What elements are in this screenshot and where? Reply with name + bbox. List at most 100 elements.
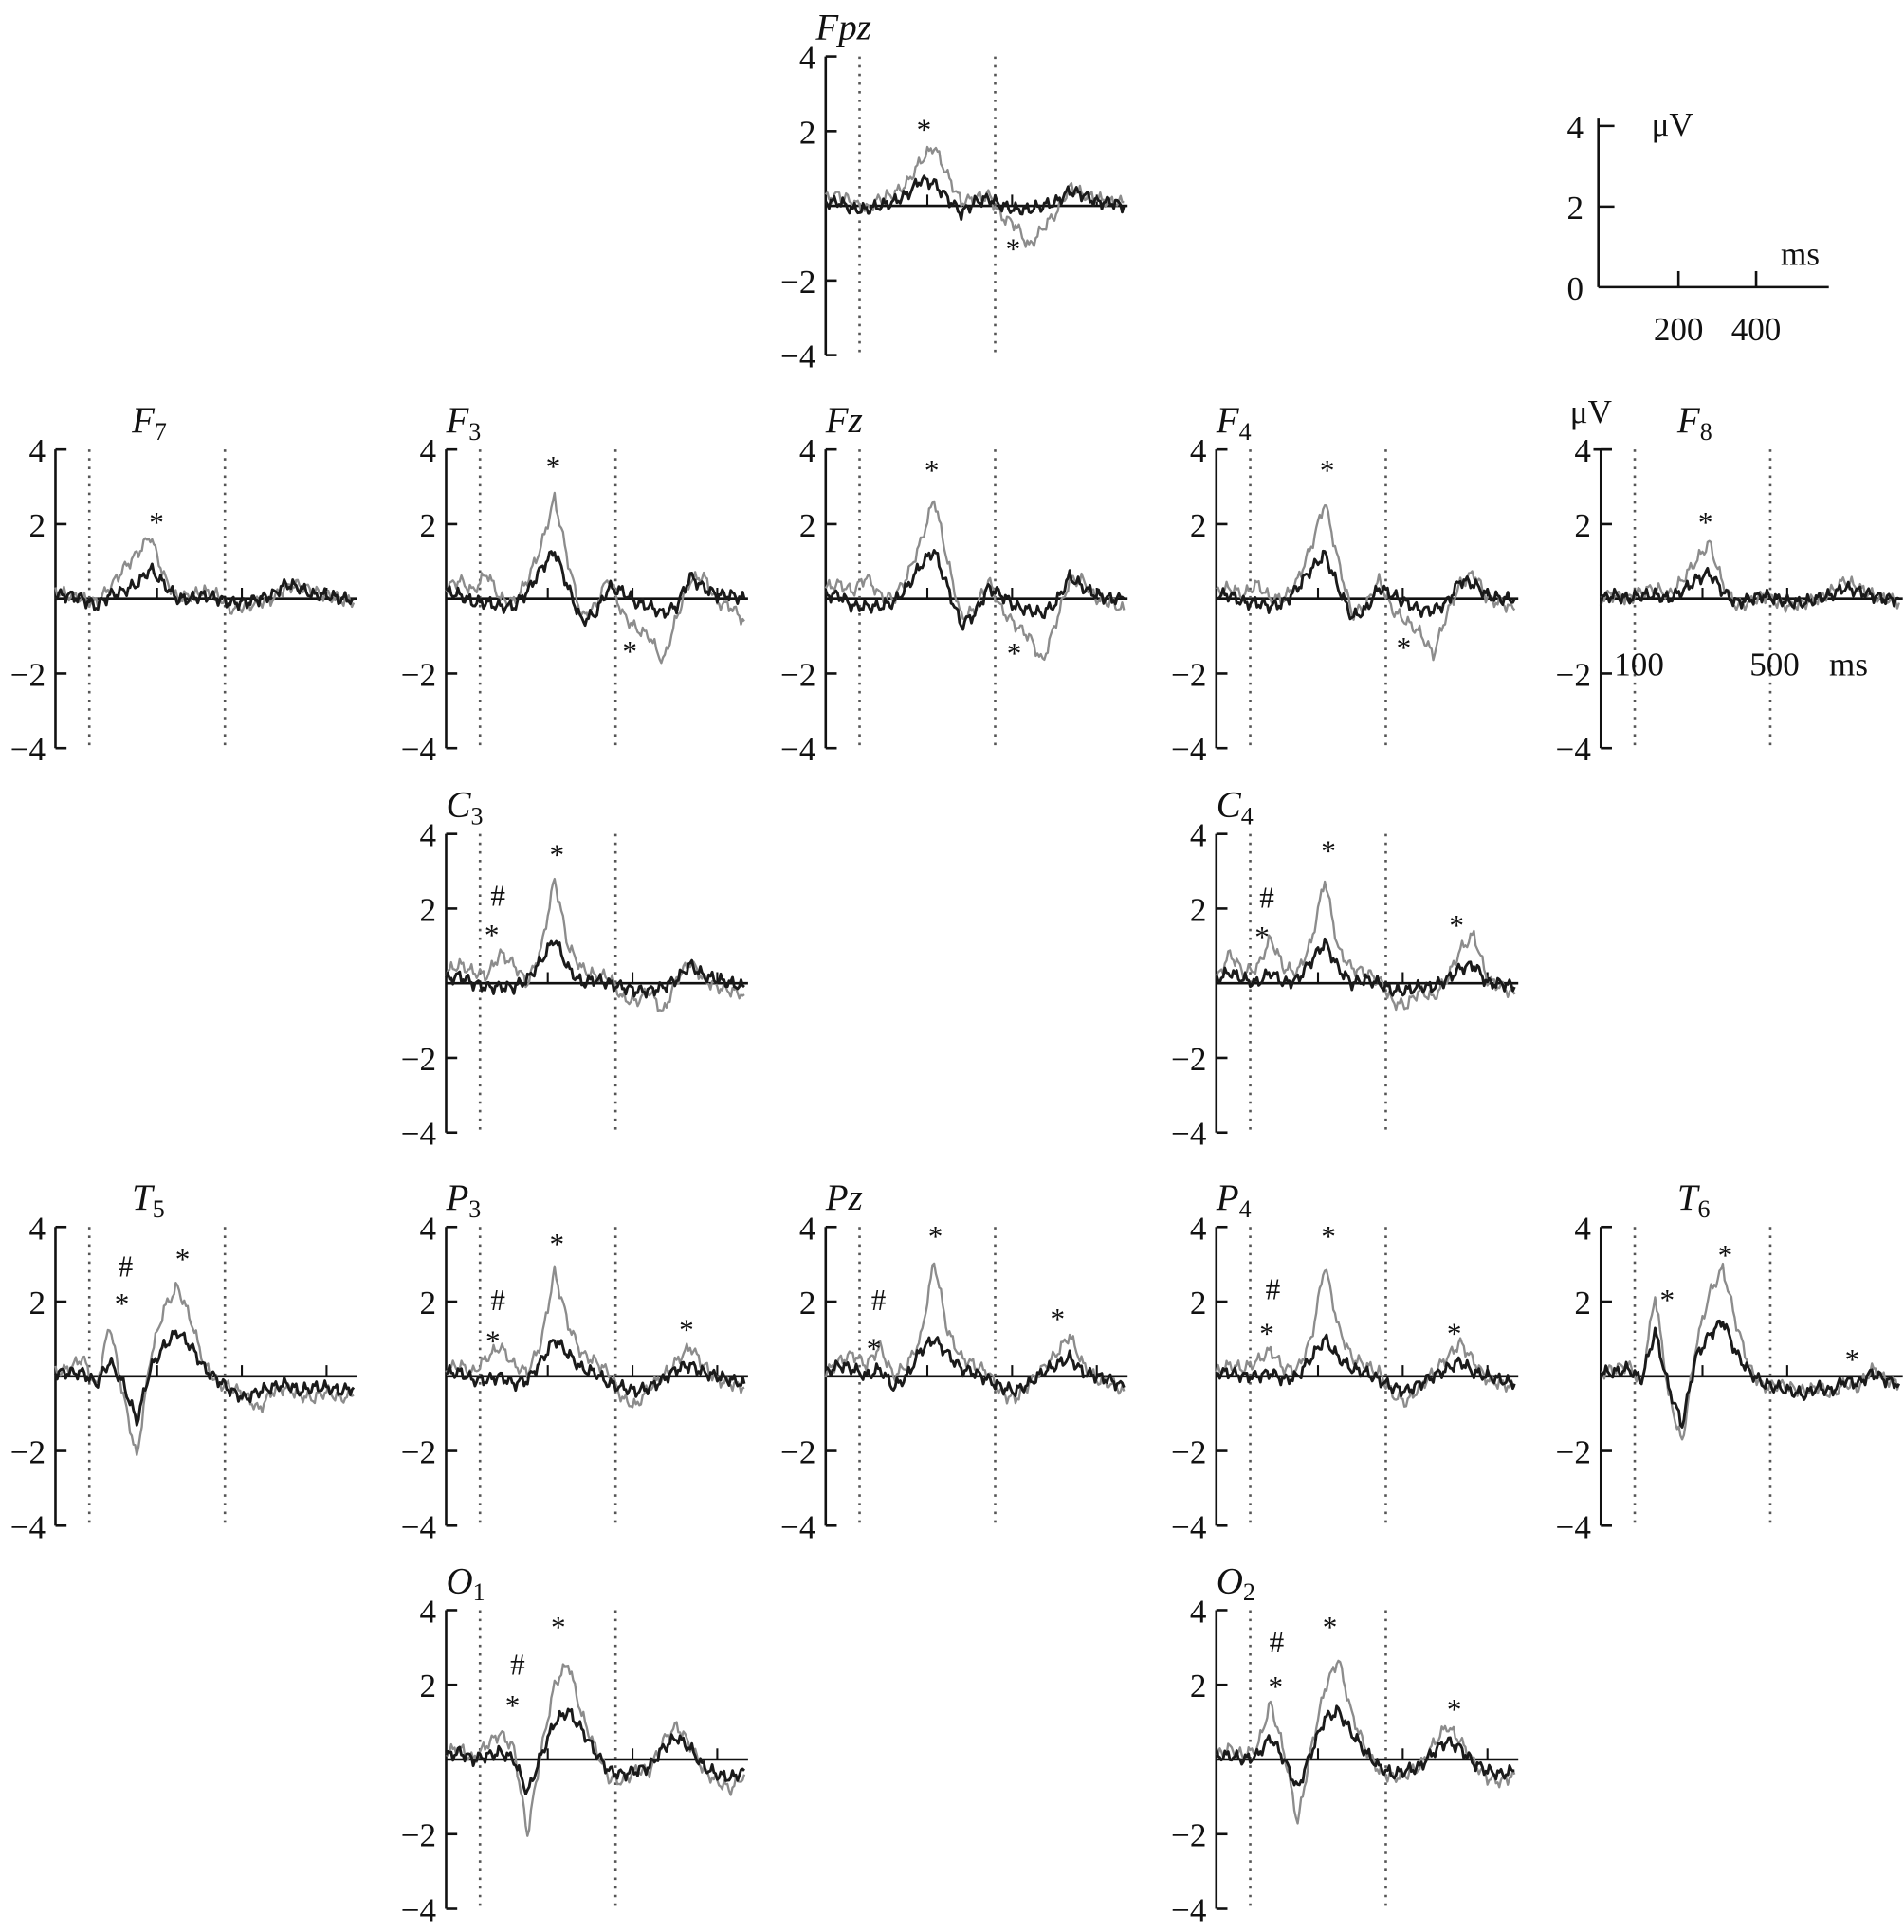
y-tick-label: −2: [1171, 1041, 1206, 1078]
channel-label: P4: [1216, 1177, 1252, 1223]
channel-label: C3: [446, 784, 483, 829]
channel-label-main: P: [445, 1177, 468, 1218]
panel-F4: 4 2 −2 −4 F4 * *: [1171, 400, 1519, 768]
waveform-gray: [445, 877, 745, 1012]
waveform-black: [445, 550, 746, 628]
waveform-black: [824, 1336, 1126, 1398]
asterisk-annotation: *: [917, 113, 932, 146]
y-tick-label: 2: [420, 507, 437, 544]
y-tick-label: 4: [420, 817, 437, 854]
channel-label-subscript: 3: [470, 802, 483, 829]
y-tick-label: 2: [1574, 507, 1591, 544]
asterisk-annotation: *: [1259, 1318, 1274, 1351]
y-tick-label: −4: [780, 731, 815, 768]
channel-label: P3: [445, 1177, 481, 1223]
panel-C4: 4 2 −2 −4 C4 # * * *: [1171, 784, 1519, 1153]
asterisk-annotation: *: [1321, 1220, 1336, 1253]
y-tick-label: 2: [1190, 891, 1207, 928]
asterisk-annotation: *: [1660, 1284, 1675, 1317]
channel-label-subscript: 4: [1239, 418, 1252, 446]
legend-y-tick-label: 0: [1567, 270, 1584, 307]
y-tick-label: −2: [401, 1434, 436, 1471]
y-tick-label: 4: [799, 1210, 816, 1247]
hash-annotation: #: [119, 1250, 134, 1284]
y-tick-label: 4: [420, 1210, 437, 1247]
y-tick-label: −2: [401, 1817, 436, 1854]
asterisk-annotation: *: [1320, 454, 1335, 487]
y-tick-label: −2: [10, 656, 46, 693]
asterisk-annotation: *: [1007, 637, 1022, 670]
hash-annotation: #: [1266, 1272, 1281, 1305]
panel-Fpz: 4 2 −2 −4 Fpz * *: [780, 7, 1128, 375]
waveform-gray: [1216, 1659, 1516, 1825]
waveform-gray: [446, 1663, 746, 1837]
channel-label-main: T: [1677, 1177, 1700, 1218]
y-tick-label: 4: [1190, 432, 1207, 469]
scale-legend: 4 2 0 200 400 μV ms: [1567, 106, 1829, 348]
y-tick-label: −2: [10, 1434, 46, 1471]
asterisk-annotation: *: [1397, 631, 1412, 665]
y-tick-label: −4: [780, 338, 815, 375]
y-tick-label: −4: [10, 731, 46, 768]
legend-y-tick-label: 4: [1567, 109, 1584, 146]
y-tick-label: −4: [1171, 731, 1206, 768]
waveform-black: [1216, 1333, 1516, 1398]
panel-P3: 4 2 −2 −4 P3 # * * *: [401, 1177, 748, 1545]
channel-label-subscript: 3: [468, 1195, 481, 1223]
y-tick-label: 4: [420, 432, 437, 469]
y-tick-label: 4: [1190, 1210, 1207, 1247]
asterisk-annotation: *: [175, 1243, 191, 1276]
y-tick-label: 2: [799, 1285, 816, 1321]
channel-label: Fz: [825, 400, 863, 441]
asterisk-annotation: *: [1269, 1670, 1284, 1704]
asterisk-annotation: *: [925, 454, 940, 487]
y-tick-label: −4: [401, 1508, 436, 1545]
y-tick-label: 2: [420, 1285, 437, 1321]
legend-y-tick-label: 2: [1567, 190, 1584, 227]
channel-label: O2: [1217, 1560, 1255, 1606]
panel-Fz: 4 2 −2 −4 Fz * *: [780, 400, 1128, 768]
legend-unit-y: μV: [1652, 106, 1693, 143]
hash-annotation: #: [510, 1649, 525, 1682]
y-tick-label: −2: [1556, 656, 1591, 693]
legend-unit-x: ms: [1781, 235, 1820, 272]
y-tick-label: −2: [780, 656, 815, 693]
f8-unit-x: ms: [1829, 646, 1868, 683]
channel-label: T5: [132, 1177, 165, 1223]
y-tick-label: −4: [1171, 1508, 1206, 1545]
y-tick-label: 2: [1190, 1668, 1207, 1704]
channel-label-subscript: 4: [1239, 1195, 1252, 1223]
y-tick-label: −4: [1171, 1892, 1206, 1929]
asterisk-annotation: *: [1254, 920, 1270, 954]
y-tick-label: 4: [29, 1210, 46, 1247]
y-tick-label: 2: [29, 1285, 46, 1321]
channel-label-main: C: [1217, 784, 1242, 825]
panel-T5: 42−2−4T5#**: [10, 1177, 357, 1545]
y-tick-label: 4: [799, 40, 816, 77]
y-tick-label: −4: [401, 731, 436, 768]
waveform-gray: [445, 491, 745, 665]
y-tick-label: 4: [1190, 1593, 1207, 1630]
channel-label-main: P: [1216, 1177, 1239, 1218]
y-tick-label: 4: [1574, 1210, 1591, 1247]
panel-Pz: 4 2 −2 −4 Pz # * * *: [780, 1177, 1128, 1545]
panel-F7: 4 2 −2 −4 F7 *: [10, 400, 357, 768]
asterisk-annotation: *: [1447, 1693, 1462, 1726]
asterisk-annotation: *: [546, 450, 561, 483]
y-tick-label: 2: [799, 114, 816, 151]
asterisk-annotation: *: [1718, 1239, 1733, 1272]
channel-label-main: F: [445, 400, 469, 441]
y-tick-label: 2: [1190, 507, 1207, 544]
channel-label-main: O: [446, 1560, 472, 1601]
waveform-black: [445, 1707, 746, 1795]
y-tick-label: −2: [401, 1041, 436, 1078]
waveform-black: [1599, 566, 1900, 610]
channel-label: F7: [131, 400, 167, 446]
asterisk-annotation: *: [1698, 506, 1713, 539]
legend-x-tick-label: 200: [1654, 311, 1704, 348]
channel-label: F4: [1216, 400, 1252, 446]
f8-time-100: 100: [1614, 646, 1664, 683]
asterisk-annotation: *: [149, 506, 164, 539]
channel-label-main: Fz: [825, 400, 863, 441]
channel-label-main: T: [132, 1177, 155, 1218]
